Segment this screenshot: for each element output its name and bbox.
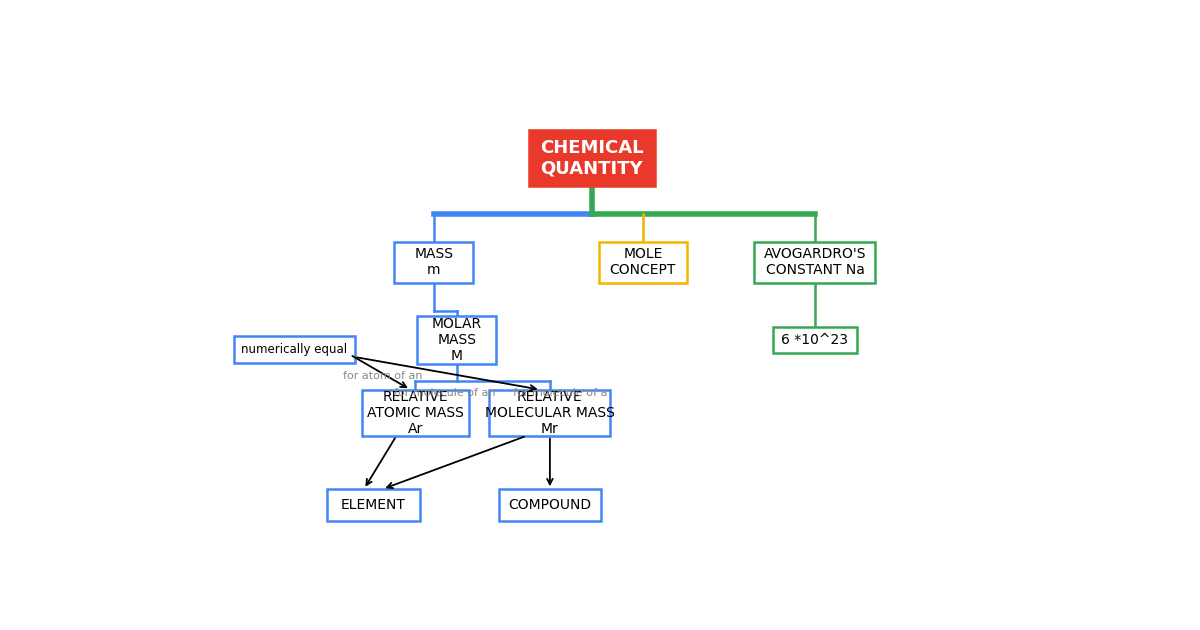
FancyBboxPatch shape [418,316,497,364]
Text: for atom of an: for atom of an [343,371,422,381]
Text: for molecule of a: for molecule of a [512,388,607,398]
Text: 6 *10^23: 6 *10^23 [781,333,848,347]
Text: MASS
m: MASS m [414,247,454,277]
FancyBboxPatch shape [599,242,688,283]
Text: RELATIVE
MOLECULAR MASS
Mr: RELATIVE MOLECULAR MASS Mr [485,389,614,436]
FancyBboxPatch shape [499,489,601,520]
Text: MOLE
CONCEPT: MOLE CONCEPT [610,247,676,277]
Text: AVOGARDRO'S
CONSTANT Na: AVOGARDRO'S CONSTANT Na [763,247,866,277]
Text: numerically equal: numerically equal [241,343,347,356]
Text: CHEMICAL
QUANTITY: CHEMICAL QUANTITY [540,139,643,178]
FancyBboxPatch shape [773,326,857,353]
Text: MOLAR
MASS
M: MOLAR MASS M [432,317,482,363]
FancyBboxPatch shape [529,130,654,186]
Text: COMPOUND: COMPOUND [509,498,592,512]
FancyBboxPatch shape [326,489,420,520]
FancyBboxPatch shape [234,336,355,363]
FancyBboxPatch shape [490,390,611,436]
Text: ELEMENT: ELEMENT [341,498,406,512]
Text: RELATIVE
ATOMIC MASS
Ar: RELATIVE ATOMIC MASS Ar [367,389,463,436]
Text: for molecule of an: for molecule of an [394,388,496,398]
FancyBboxPatch shape [361,390,468,436]
FancyBboxPatch shape [394,242,473,283]
FancyBboxPatch shape [755,242,876,283]
